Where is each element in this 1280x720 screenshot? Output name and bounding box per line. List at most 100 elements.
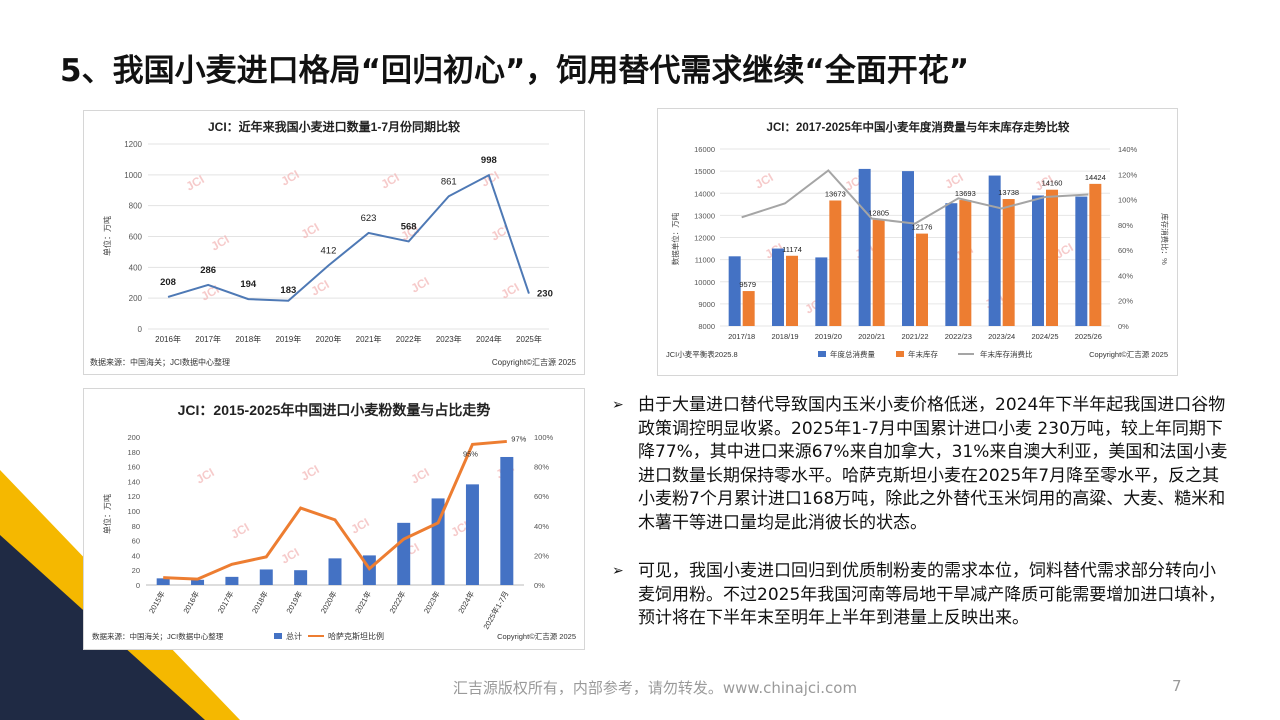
chart3-bar-total [156, 578, 170, 585]
page-number: 7 [1172, 677, 1182, 695]
arrow-bullet-icon: ➢ [612, 563, 624, 579]
chart3-bar-total [431, 498, 445, 585]
watermark: JCI [229, 520, 252, 541]
chart2-ytick: 16000 [694, 145, 715, 154]
chart3-ytick: 100 [127, 507, 140, 516]
chart2-source: JCI小麦平衡表2025.8 [666, 349, 738, 359]
chart3-ytick: 20 [132, 566, 140, 575]
chart1-data-label: 623 [361, 213, 377, 224]
chart2-legend-swatch-consumption [818, 351, 826, 357]
chart3-xtick: 2017年 [215, 589, 236, 615]
chart3-bar-total [397, 522, 411, 585]
watermark: JCI [379, 170, 402, 191]
chart2-bar-stock [786, 255, 798, 326]
chart1-xtick: 2018年 [235, 334, 261, 344]
watermark: JCI [409, 274, 432, 295]
chart3-bar-total [465, 484, 479, 585]
chart2-xtick: 2024/25 [1031, 332, 1058, 341]
chart3-y2tick: 60% [534, 492, 549, 501]
chart2-bar-consumption [815, 257, 828, 326]
chart2-xtick: 2025/26 [1075, 332, 1102, 341]
arrow-bullet-icon: ➢ [612, 397, 624, 413]
chart2-y2tick: 40% [1118, 271, 1133, 280]
chart2-y2tick: 80% [1118, 221, 1133, 230]
chart3-ytick: 0 [136, 581, 140, 590]
chart3-bar-total [294, 570, 308, 585]
chart1-xtick: 2020年 [316, 334, 342, 344]
chart3-xtick: 2020年 [318, 589, 339, 615]
chart2-stock-label: 13738 [998, 188, 1019, 197]
chart1-xtick: 2016年 [155, 334, 181, 344]
chart1-data-label: 183 [280, 285, 296, 296]
chart3-copyright: Copyright©汇吉源 2025 [497, 632, 576, 641]
chart1-title: JCI：近年来我国小麦进口数量1-7月份同期比较 [208, 119, 460, 134]
chart2-ytick: 12000 [694, 234, 715, 243]
chart2-bar-consumption [1075, 196, 1088, 326]
chart2-ytick: 13000 [694, 211, 715, 220]
chart2-y2tick: 20% [1118, 297, 1133, 306]
watermark: JCI [299, 462, 322, 483]
chart2-stock-label: 14160 [1042, 179, 1063, 188]
watermark: JCI [209, 232, 232, 253]
chart2-y2tick: 140% [1118, 145, 1138, 154]
chart3-bar-total [225, 576, 239, 585]
watermark: JCI [194, 465, 217, 486]
chart1-xtick: 2021年 [356, 334, 382, 344]
watermark: JCI [299, 220, 322, 241]
footer-copyright: 汇吉源版权所有，内部参考，请勿转发。www.chinajci.com [452, 679, 858, 697]
chart3-ratio-label: 95% [463, 449, 478, 458]
watermark: JCI [409, 465, 432, 486]
chart3-xtick: 2023年 [421, 589, 442, 615]
chart3-xtick: 2019年 [284, 589, 305, 615]
watermark: JCI [279, 545, 302, 566]
chart1-xtick: 2022年 [396, 334, 422, 344]
chart2-bar-consumption [772, 248, 784, 326]
chart2-bar-stock [1002, 199, 1015, 326]
chart3-bar-total [328, 558, 342, 585]
chart3-ytick: 40 [132, 551, 140, 560]
chart2-y2tick: 120% [1118, 170, 1138, 179]
chart2-y2tick: 60% [1118, 246, 1133, 255]
chart3-xtick: 2021年 [352, 589, 373, 615]
chart1-xtick: 2017年 [195, 334, 221, 344]
chart2-bar-consumption [858, 168, 871, 326]
chart2-ytick: 10000 [694, 278, 715, 287]
chart2-bar-stock [1089, 183, 1102, 326]
bullet-text: 可见，我国小麦进口回归到优质制粉麦的需求本位，饲料替代需求部分转向小麦饲用粉。不… [638, 561, 1226, 628]
chart2-xtick: 2017/18 [728, 332, 755, 341]
chart2-bar-stock [916, 233, 928, 326]
chart3-ytick: 60 [132, 537, 140, 546]
chart1-xtick: 2019年 [275, 334, 301, 344]
chart1-data-label: 998 [481, 155, 497, 166]
chart2-xtick: 2022/23 [945, 332, 972, 341]
chart3-bar-total [191, 579, 205, 585]
chart3-bar-total [500, 456, 514, 585]
chart1-ytick: 800 [129, 202, 143, 211]
watermark: JCI [349, 515, 372, 536]
chart1-xtick: 2023年 [436, 334, 462, 344]
chart2-stock-label: 13673 [825, 189, 846, 198]
chart2-stock-label: 14424 [1085, 173, 1106, 182]
chart2-ratio-line [741, 169, 1089, 225]
chart2-legend-stock: 年末库存 [908, 349, 938, 359]
chart2-xtick: 2021/22 [901, 332, 928, 341]
chart3-y2tick: 40% [534, 522, 549, 531]
chart1-ytick: 600 [129, 233, 143, 242]
chart2-xtick: 2023/24 [988, 332, 1015, 341]
chart2-y2label: 库存消费比：% [1160, 213, 1170, 265]
chart2-stock-label: 12805 [868, 209, 889, 218]
chart1-series-line [167, 173, 530, 302]
chart3-bar-total [259, 569, 273, 585]
chart2-legend-consumption: 年度总消费量 [830, 349, 875, 359]
chart2-legend-swatch-stock [896, 351, 904, 357]
chart2-ytick: 15000 [694, 167, 715, 176]
chart2-ytick: 8000 [698, 322, 715, 331]
chart3-title: JCI：2015-2025年中国进口小麦粉数量与占比走势 [178, 402, 491, 418]
chart2-panel: JCI：2017-2025年中国小麦年度消费量与年末库存走势比较 8000 9000… [657, 108, 1178, 376]
chart2-stock-label: 12176 [912, 223, 933, 232]
chart2-bar-consumption [945, 203, 958, 326]
chart1-ytick: 400 [129, 263, 143, 272]
chart2-svg: JCI：2017-2025年中国小麦年度消费量与年末库存走势比较 8000 9000… [666, 120, 1170, 359]
chart3-ylabel: 单位：万吨 [102, 494, 112, 534]
chart1-source: 数据来源：中国海关；JCI数据中心整理 [90, 357, 230, 367]
